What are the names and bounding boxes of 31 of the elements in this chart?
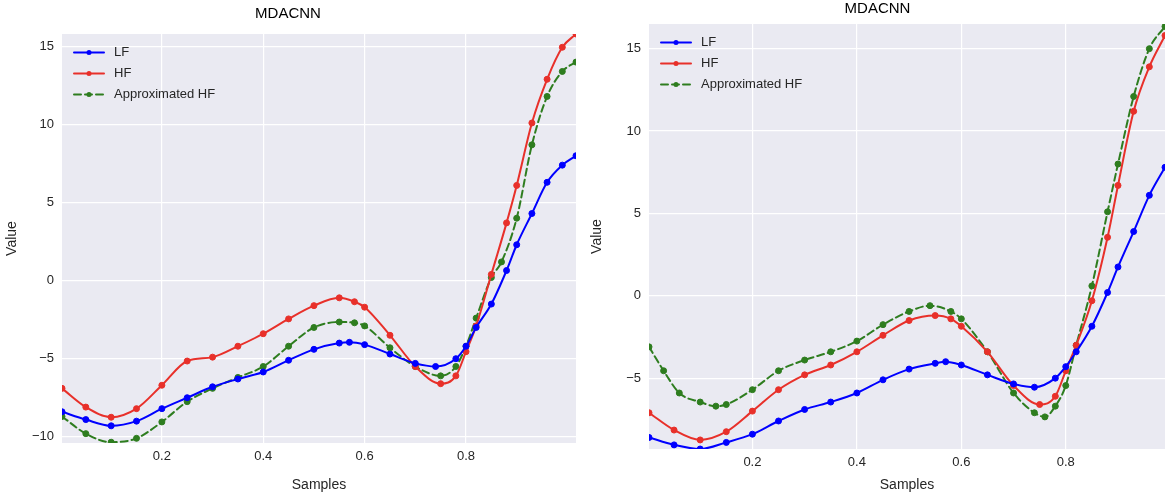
y-tick-label: 0 bbox=[46, 272, 54, 288]
chart-title: MDACNN bbox=[844, 0, 911, 17]
legend-label: HF bbox=[701, 55, 719, 71]
y-tick-label: 5 bbox=[46, 194, 54, 210]
y-axis-title: Value bbox=[3, 220, 20, 256]
x-tick-label: 0.6 bbox=[952, 454, 971, 470]
legend-label: LF bbox=[114, 44, 130, 60]
x-tick-label: 0.4 bbox=[847, 454, 866, 470]
chart-title: MDACNN bbox=[255, 4, 321, 22]
x-tick-label: 0.4 bbox=[254, 448, 273, 464]
y-axis-title: Value bbox=[588, 218, 605, 254]
y-tick-label: 15 bbox=[39, 38, 54, 54]
y-tick-label: 10 bbox=[626, 122, 641, 138]
x-tick-label: 0.2 bbox=[152, 448, 171, 464]
x-tick-label: 0.8 bbox=[456, 448, 476, 464]
legend-label: LF bbox=[701, 34, 717, 50]
x-axis-title: Samples bbox=[879, 476, 935, 493]
y-tick-label: 5 bbox=[633, 205, 641, 221]
legend-label: Approximated HF bbox=[114, 86, 216, 102]
y-tick-label: 0 bbox=[633, 287, 641, 303]
x-tick-label: 0.6 bbox=[355, 448, 374, 464]
y-tick-label: 15 bbox=[626, 40, 641, 56]
y-tick-label: −10 bbox=[31, 428, 54, 444]
x-tick-label: 0.2 bbox=[743, 454, 762, 470]
x-tick-label: 0.8 bbox=[1056, 454, 1075, 470]
y-tick-label: −5 bbox=[39, 350, 54, 366]
legend-label: Approximated HF bbox=[701, 76, 803, 92]
y-tick-label: −5 bbox=[626, 369, 641, 385]
y-tick-label: 10 bbox=[39, 116, 54, 132]
legend-label: HF bbox=[114, 65, 132, 81]
x-axis-title: Samples bbox=[291, 476, 347, 493]
